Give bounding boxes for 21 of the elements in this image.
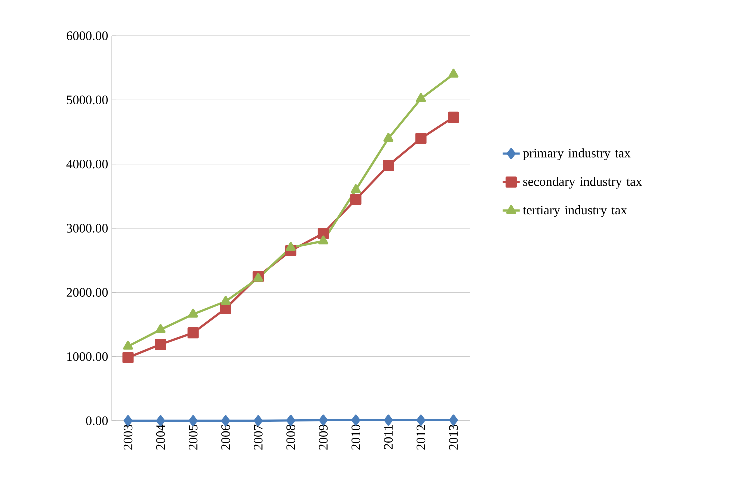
x-tick-label: 2007	[254, 424, 263, 450]
x-tick-label: 2003	[124, 425, 133, 450]
legend-label: tertiary industry tax	[523, 206, 628, 218]
x-tick-label: 2011	[384, 425, 394, 450]
y-tick-label: 4000.00	[66, 160, 108, 169]
x-tick-label: 2008	[286, 425, 296, 450]
y-tick-label: 5000.00	[67, 96, 108, 105]
x-tick-label: 2004	[156, 424, 166, 450]
legend-label: secondary industry tax	[524, 177, 642, 189]
legend-label: primary industry tax	[523, 148, 631, 160]
x-tick-label: 2006	[222, 424, 230, 450]
x-tick-label: 2010	[352, 425, 360, 450]
y-tick-label: 1000.00	[68, 352, 108, 362]
x-tick-label: 2012	[416, 425, 426, 450]
y-tick-label: 2000.00	[66, 288, 108, 298]
x-tick-label: 2013	[449, 425, 458, 450]
y-tick-label: 0.00	[86, 416, 108, 426]
y-tick-label: 6000.00	[66, 32, 108, 40]
x-tick-label: 2009	[319, 425, 328, 450]
x-tick-label: 2005	[189, 425, 198, 450]
y-tick-label: 3000.00	[67, 224, 108, 233]
